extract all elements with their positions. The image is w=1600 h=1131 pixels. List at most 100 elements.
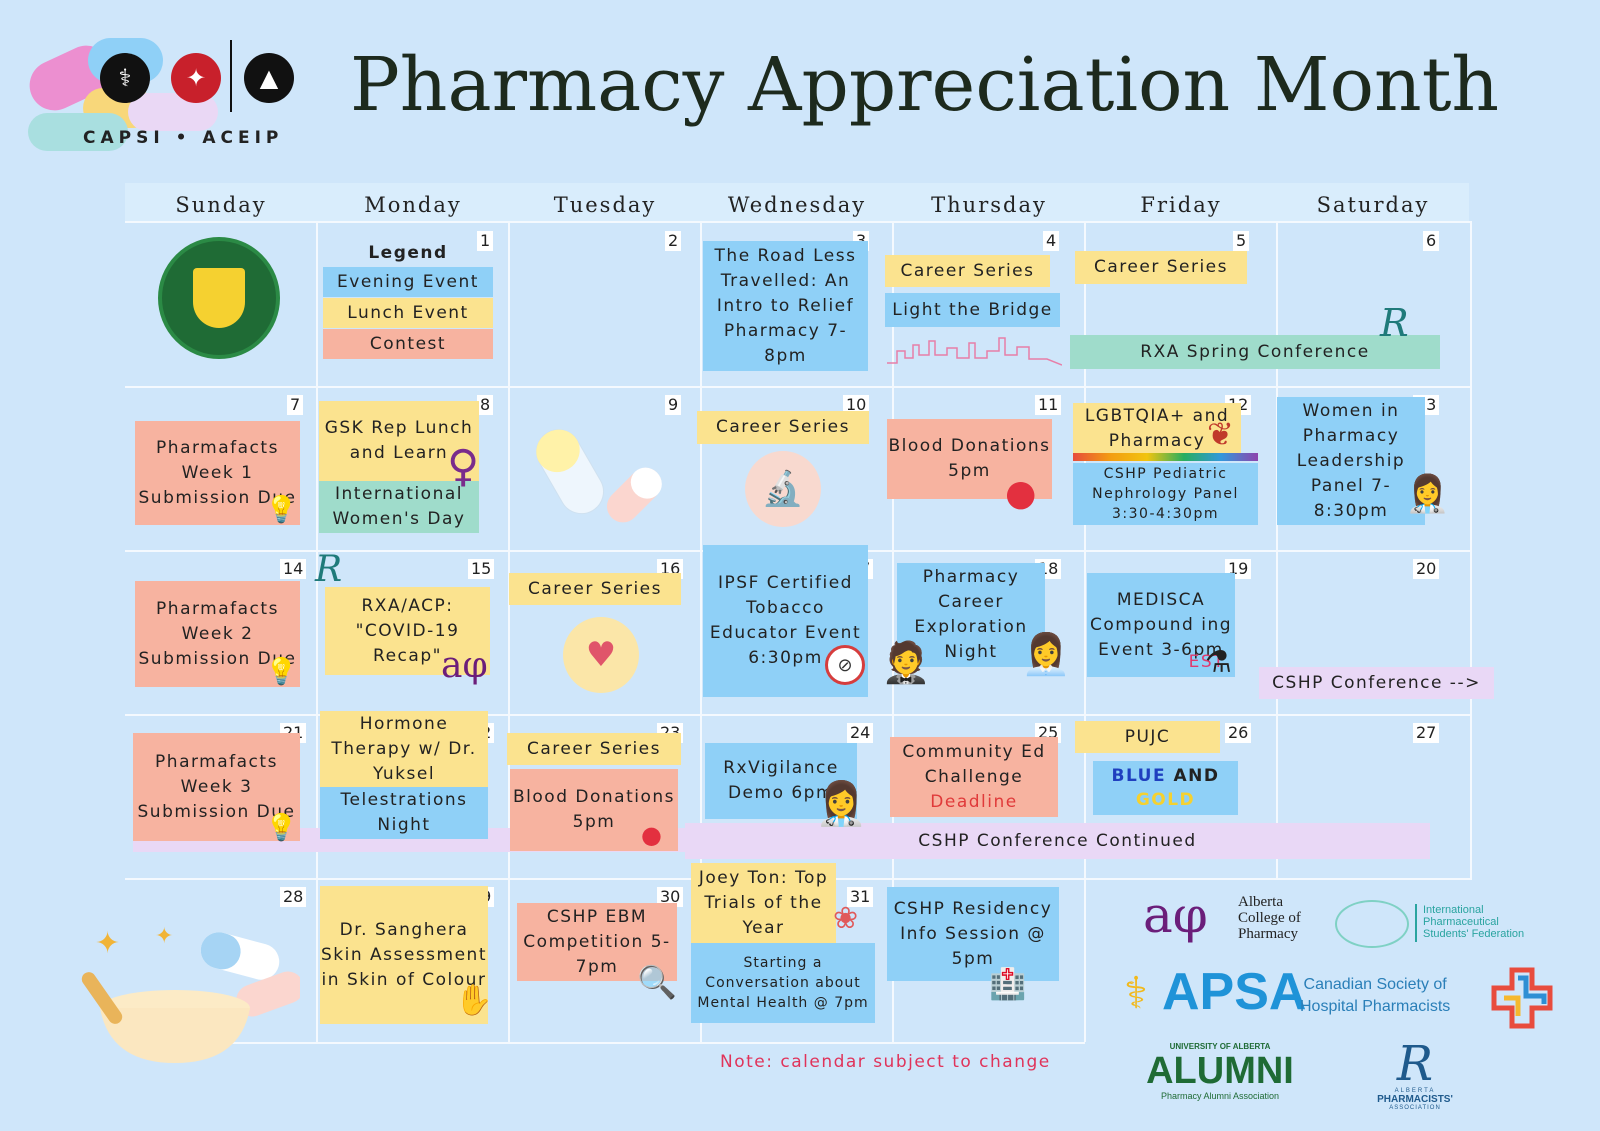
pills-icon [536, 429, 662, 523]
acp-symbol-icon: aφ [1143, 886, 1208, 944]
legend-contest: Contest [323, 329, 493, 359]
hospital-icon: 🏥 [989, 967, 1027, 1002]
female-symbol-icon: ♀ [447, 441, 480, 492]
event-joey-ton-top-trials: Joey Ton: Top Trials of the Year [691, 863, 836, 943]
pharmacist-woman-icon: 👩‍⚕️ [1405, 474, 1450, 515]
event-pujc: PUJC [1075, 721, 1220, 753]
kidney-icon: ❦ [1207, 415, 1234, 453]
event-road-less-travelled: The Road Less Travelled: An Intro to Rel… [703, 241, 868, 371]
disclaimer-note: Note: calendar subject to change [720, 1052, 1051, 1072]
day-number: 5 [1233, 231, 1250, 251]
rxa-line: ASSOCIATION [1389, 1105, 1441, 1111]
day-number: 15 [468, 559, 495, 579]
rxa-line: PHARMACISTS' [1377, 1094, 1453, 1105]
acp-line: College of [1238, 910, 1301, 926]
legend-evening: Evening Event [323, 267, 493, 297]
svg-text:✦: ✦ [155, 924, 173, 949]
acp-logo: aφ Alberta College of Pharmacy [1143, 886, 1323, 952]
rxa-line: ALBERTA [1394, 1088, 1436, 1094]
maple-leaf-icon: ✦ [171, 53, 221, 103]
day-header-tuesday: Tuesday [509, 183, 701, 221]
event-pharmafacts-week2: Pharmafacts Week 2 Submission Due [135, 581, 300, 687]
shield-icon [193, 268, 245, 328]
and-word: AND [1173, 766, 1220, 786]
gold-word: GOLD [1135, 790, 1196, 810]
event-international-womens-day: International Women's Day [319, 481, 479, 533]
day-number: 2 [665, 231, 682, 251]
day-header-sunday: Sunday [125, 183, 317, 221]
day-number: 6 [1423, 231, 1440, 251]
event-light-the-bridge: Light the Bridge [885, 293, 1060, 327]
event-mental-health-conversation: Starting a Conversation about Mental Hea… [691, 943, 875, 1023]
caduceus-icon: ⚕ [100, 53, 150, 103]
community-ed-text: Community Ed Challenge [902, 741, 1046, 787]
businesswoman-icon: 👩‍💼 [1021, 632, 1071, 678]
capsi-logo: ⚕ ✦ ▲ CAPSI • ACEIP [21, 37, 328, 158]
event-career-series: Career Series [885, 255, 1050, 287]
svg-text:✦: ✦ [95, 926, 120, 961]
rxa-logo-icon: R [1380, 301, 1409, 345]
day-number: 10 [843, 395, 870, 415]
day-header-wednesday: Wednesday [701, 183, 893, 221]
blue-word: BLUE [1111, 766, 1167, 786]
day-number: 1 [477, 231, 494, 251]
event-cshp-ebm-competition: CSHP EBM Competition 5-7pm [517, 903, 677, 981]
blood-drop-icon: ● [1005, 473, 1037, 514]
day-number: 30 [657, 887, 684, 907]
day-number: 8 [477, 395, 494, 415]
acp-line: Alberta [1238, 894, 1283, 910]
cshp-line: Hospital Pharmacists [1300, 998, 1451, 1015]
lightbulb-icon: 💡 [265, 495, 298, 525]
event-hormone-therapy: Hormone Therapy w/ Dr. Yuksel [320, 711, 488, 787]
day-number: 28 [280, 887, 307, 907]
graduation-cap-icon: ▲ [244, 53, 294, 103]
ua-alumni-logo: UNIVERSITY OF ALBERTA ALUMNI Pharmacy Al… [1145, 1042, 1295, 1112]
doctor-icon: 👩‍⚕️ [815, 779, 868, 828]
caduceus-icon: ⚕ [1124, 969, 1148, 1018]
microscope-icon: 🔬 [745, 451, 821, 527]
ua-line: Pharmacy Alumni Association [1160, 1091, 1280, 1101]
lightbulb-icon: 💡 [265, 657, 298, 687]
ipsf-line: International [1423, 904, 1484, 916]
day-number: 24 [847, 723, 874, 743]
event-medisca-compounding: MEDISCA Compound ing Event 3-6pm EST [1087, 573, 1235, 677]
cshp-logo: Canadian Society of Hospital Pharmacists [1300, 967, 1560, 1030]
day-number: 4 [1043, 231, 1060, 251]
day-number: 20 [1413, 559, 1440, 579]
event-pharmacy-career-exploration: Pharmacy Career Exploration Night [897, 563, 1045, 667]
event-career-series: Career Series [697, 411, 869, 444]
event-cshp-conference-continued: CSHP Conference Continued [685, 823, 1430, 859]
no-smoking-icon: ⊘ [825, 645, 865, 685]
city-skyline-icon [887, 337, 1062, 366]
event-skin-assessment: Dr. Sanghera Skin Assessment in Skin of … [320, 886, 488, 1024]
est-label: EST [1188, 652, 1225, 672]
rxa-logo-icon: R [315, 549, 343, 590]
event-cshp-pediatric-nephrology: CSHP Pediatric Nephrology Panel 3:30-4:3… [1073, 463, 1258, 525]
org-name: CAPSI • ACEIP [83, 128, 284, 148]
mortar-pestle-icon: ✦ ✦ [81, 924, 300, 1063]
event-ipsf-tobacco-educator: IPSF Certified Tobacco Educator Event 6:… [703, 545, 868, 697]
event-rxa-acp-covid-recap: RXA/ACP: "COVID-19 Recap" [325, 587, 490, 675]
lightbulb-icon: 💡 [265, 813, 298, 843]
event-lgbtqia-pharmacy: LGBTQIA+ and Pharmacy [1073, 403, 1241, 455]
blood-drop-icon: ● [641, 821, 662, 849]
university-seal [158, 237, 280, 359]
ua-line: UNIVERSITY OF ALBERTA [1169, 1042, 1271, 1051]
day-number: 27 [1413, 723, 1440, 743]
day-number: 14 [280, 559, 307, 579]
medisca-text: MEDISCA Compound ing Event 3-6pm [1089, 589, 1233, 660]
day-number: 26 [1225, 723, 1252, 743]
calendar: Sunday Monday Tuesday Wednesday Thursday… [81, 183, 1494, 1063]
acp-logo-icon: aφ [441, 645, 488, 686]
deadline-label: Deadline [930, 791, 1018, 812]
cshp-line: Canadian Society of [1303, 976, 1447, 993]
hands-icon: ✋ [455, 983, 493, 1018]
day-number: 11 [1035, 395, 1062, 415]
ipsf-line: Pharmaceutical [1423, 916, 1499, 928]
businessman-icon: 🤵 [881, 640, 931, 686]
event-pharmafacts-week1: Pharmafacts Week 1 Submission Due [135, 421, 300, 525]
event-rxvigilance-demo: RxVigilance Demo 6pm [705, 743, 857, 819]
page-title: Pharmacy Appreciation Month [350, 42, 1500, 128]
rxa-logo: R ALBERTA PHARMACISTS' ASSOCIATION [1370, 1040, 1460, 1120]
rainbow-stripe [1073, 453, 1258, 461]
